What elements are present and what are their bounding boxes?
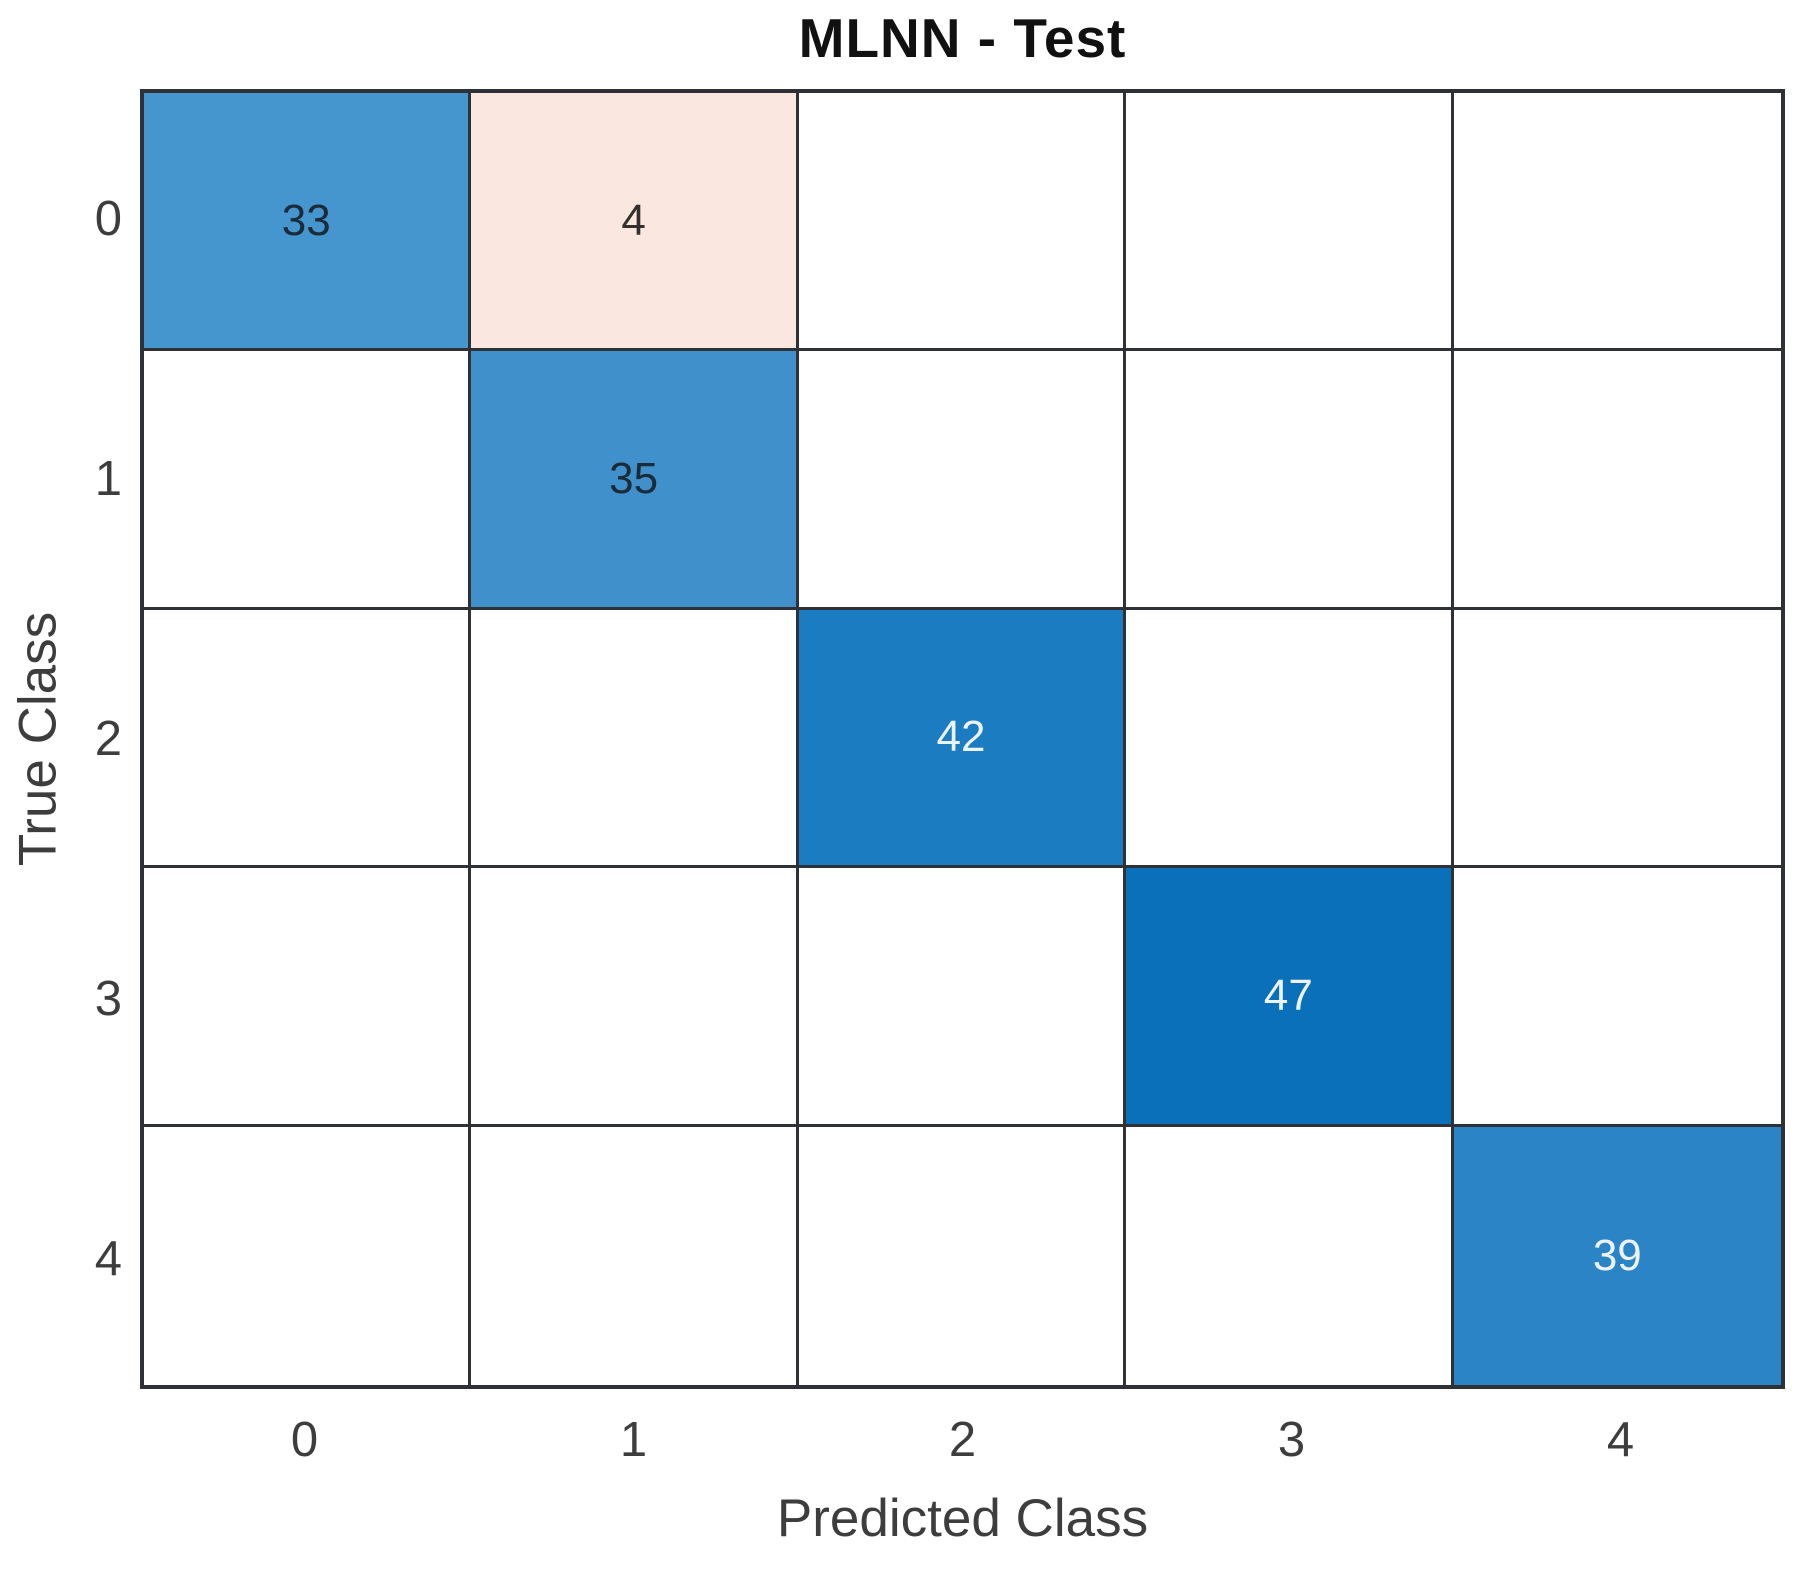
y-tick-label-2: 2 xyxy=(94,712,122,766)
y-tick-label-3: 3 xyxy=(94,972,122,1026)
cell-value: 47 xyxy=(1263,970,1313,1020)
confusion-grid: 33 4 35 42 47 39 xyxy=(140,89,1785,1389)
y-tick-label-1: 1 xyxy=(94,452,122,506)
matrix-cell-r4c0 xyxy=(144,1126,472,1385)
matrix-cell-r1c0 xyxy=(144,351,472,610)
y-tick-label-0: 0 xyxy=(94,192,122,246)
matrix-cell-r0c3 xyxy=(1126,93,1454,352)
y-axis-ticks: 0 1 2 3 4 xyxy=(0,89,122,1389)
matrix-cell-r2c1 xyxy=(471,609,799,869)
y-tick-label-4: 4 xyxy=(94,1232,122,1286)
cell-value: 42 xyxy=(936,712,986,762)
matrix-cell-r0c0: 33 xyxy=(144,93,472,352)
matrix-cell-r3c2 xyxy=(798,868,1127,1127)
matrix-cell-r4c1 xyxy=(471,1126,799,1385)
matrix-cell-r4c2 xyxy=(798,1126,1127,1385)
matrix-cell-r4c3 xyxy=(1126,1126,1454,1385)
x-tick-label-1: 1 xyxy=(619,1413,648,1467)
chart-title: MLNN - Test xyxy=(798,7,1127,69)
matrix-cell-r3c3: 47 xyxy=(1126,868,1454,1127)
cell-value: 35 xyxy=(609,454,659,504)
matrix-cell-r3c4 xyxy=(1453,868,1781,1127)
matrix-cell-r3c1 xyxy=(471,868,799,1127)
cell-value: 4 xyxy=(621,195,646,245)
cell-value: 39 xyxy=(1592,1230,1642,1280)
matrix-cell-r0c4 xyxy=(1453,93,1781,352)
x-tick-label-3: 3 xyxy=(1277,1413,1306,1467)
matrix-cell-r2c4 xyxy=(1453,609,1781,869)
matrix-cell-r0c1: 4 xyxy=(471,93,799,352)
matrix-cell-r3c0 xyxy=(144,868,472,1127)
matrix-cell-r1c3 xyxy=(1126,351,1454,610)
matrix-cell-r2c0 xyxy=(144,609,472,869)
matrix-cell-r2c2: 42 xyxy=(798,609,1127,869)
cell-value: 33 xyxy=(281,195,331,245)
matrix-cell-r1c4 xyxy=(1453,351,1781,610)
matrix-cell-r2c3 xyxy=(1126,609,1454,869)
matrix-cell-r0c2 xyxy=(798,93,1127,352)
x-axis-label: Predicted Class xyxy=(776,1489,1149,1548)
x-tick-label-4: 4 xyxy=(1606,1413,1635,1467)
x-axis-ticks: 0 1 2 3 4 xyxy=(140,1412,1785,1468)
matrix-cell-r1c2 xyxy=(798,351,1127,610)
matrix-cell-r1c1: 35 xyxy=(471,351,799,610)
x-tick-label-2: 2 xyxy=(948,1413,977,1467)
x-tick-label-0: 0 xyxy=(290,1413,319,1467)
matrix-cell-r4c4: 39 xyxy=(1453,1126,1781,1385)
